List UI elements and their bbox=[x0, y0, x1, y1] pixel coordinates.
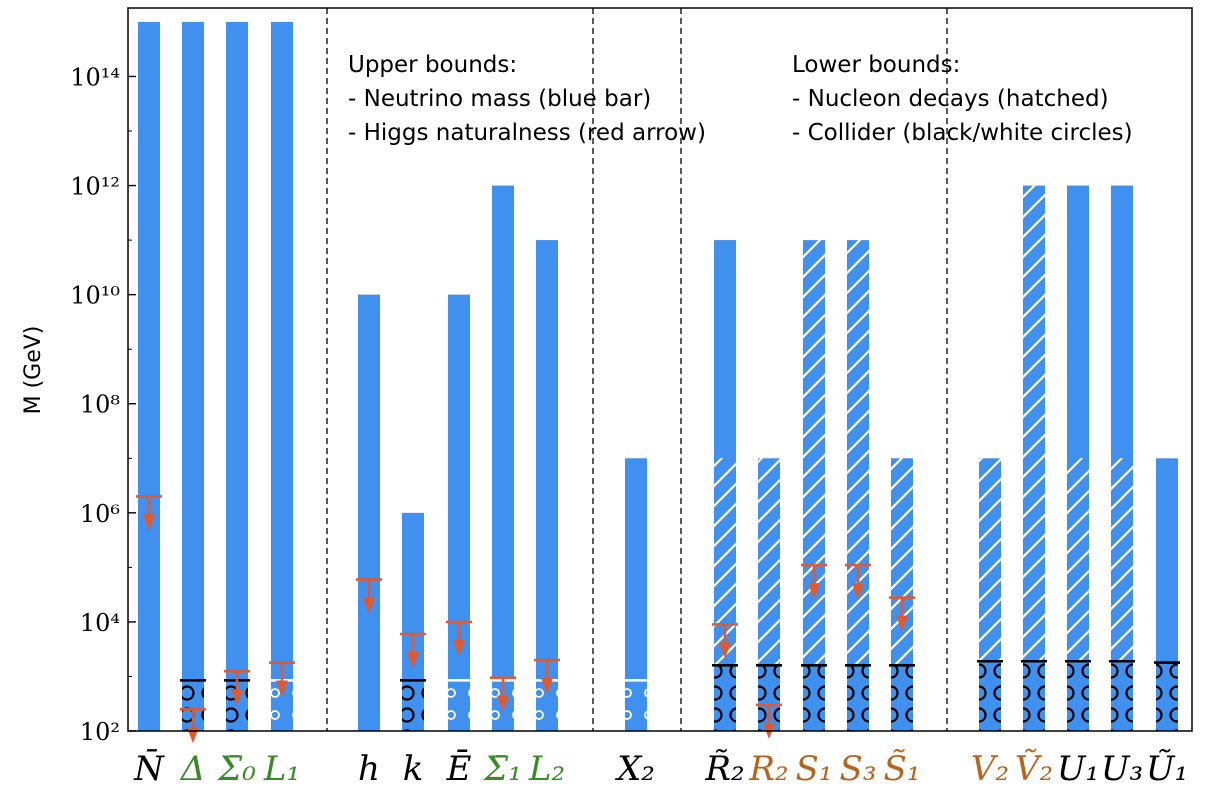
x-label-8: L₂ bbox=[528, 749, 565, 789]
y-tick-label-0: 10² bbox=[80, 718, 120, 746]
higgs-arrow-head-2 bbox=[231, 689, 243, 706]
bar-3 bbox=[271, 21, 293, 732]
bar-9 bbox=[625, 458, 647, 731]
bar-8 bbox=[536, 240, 558, 731]
x-label-2: Σ̄₀ bbox=[216, 749, 256, 789]
y-tick-label-1: 10⁴ bbox=[80, 609, 120, 637]
x-label-5: k bbox=[403, 749, 424, 789]
x-label-17: U₁ bbox=[1057, 749, 1099, 789]
hatch-13 bbox=[847, 240, 869, 731]
x-label-11: R₂ bbox=[748, 749, 788, 789]
higgs-arrow-head-10 bbox=[719, 642, 731, 659]
bar-0 bbox=[138, 21, 160, 732]
x-label-16: Ṽ₂ bbox=[1015, 749, 1053, 789]
x-label-14: S̃₁ bbox=[884, 749, 921, 789]
collider-circles-17 bbox=[1067, 661, 1089, 731]
collider-circles-3 bbox=[271, 680, 293, 731]
higgs-arrow-head-5 bbox=[407, 652, 419, 669]
higgs-arrow-head-14 bbox=[896, 615, 908, 632]
annotation-title-1: Lower bounds: bbox=[792, 52, 960, 78]
hatch-16 bbox=[1023, 185, 1045, 732]
bar-2 bbox=[226, 21, 248, 732]
collider-circles-10 bbox=[714, 665, 736, 731]
x-tick-labels: N̄ Δ Σ̄₀ L₁ h k Ē Σ̄₁ L₂ X₂ R̃₂ R₂ S₁ S₃ S̃₁ V₂ Ṽ₂ U₁ U₃ Ũ₁ bbox=[133, 748, 1188, 789]
annotation-line-1-0: - Nucleon decays (hatched) bbox=[792, 86, 1109, 112]
x-label-15: V₂ bbox=[971, 749, 1009, 789]
higgs-arrow-head-7 bbox=[497, 695, 509, 712]
higgs-arrows-layer bbox=[136, 495, 915, 744]
hatch-11 bbox=[758, 458, 780, 731]
bar-5 bbox=[402, 512, 424, 731]
x-label-0: N̄ bbox=[133, 748, 165, 789]
bars-layer bbox=[138, 21, 1180, 732]
hatch-12 bbox=[803, 240, 825, 731]
y-axis-label: M (GeV) bbox=[21, 326, 46, 415]
x-label-10: R̃₂ bbox=[704, 749, 744, 789]
collider-circles-18 bbox=[1111, 661, 1133, 731]
collider-circles-8 bbox=[536, 680, 558, 731]
higgs-arrow-head-8 bbox=[541, 678, 553, 695]
collider-circles-13 bbox=[847, 665, 869, 731]
bar-7 bbox=[492, 185, 514, 732]
higgs-arrow-head-6 bbox=[453, 639, 465, 656]
x-label-4: h bbox=[358, 749, 380, 789]
bar-6 bbox=[448, 294, 470, 731]
annotation-title-0: Upper bounds: bbox=[348, 52, 517, 78]
collider-circles-16 bbox=[1023, 661, 1045, 731]
higgs-arrow-head-12 bbox=[808, 583, 820, 600]
higgs-arrow-head-0 bbox=[143, 514, 155, 531]
x-label-19: Ũ₁ bbox=[1146, 748, 1188, 789]
plot-frame bbox=[127, 7, 1193, 732]
collider-circles-14 bbox=[891, 665, 913, 731]
y-tick-label-3: 10⁸ bbox=[80, 391, 120, 419]
x-label-6: Ē bbox=[446, 749, 472, 789]
collider-circles-9 bbox=[625, 680, 647, 731]
group-separators bbox=[326, 8, 948, 731]
y-tick-label-2: 10⁶ bbox=[80, 500, 120, 528]
collider-circles-5 bbox=[402, 680, 424, 731]
x-label-13: S₃ bbox=[840, 749, 877, 789]
hatch-14 bbox=[891, 458, 913, 731]
collider-circles-2 bbox=[226, 680, 248, 731]
bar-4 bbox=[358, 294, 380, 731]
higgs-arrow-head-13 bbox=[852, 583, 864, 600]
annotation-line-0-1: - Higgs naturalness (red arrow) bbox=[348, 120, 706, 146]
collider-circles-19 bbox=[1156, 662, 1178, 731]
annotation-line-0-0: - Neutrino mass (blue bar) bbox=[348, 86, 651, 112]
y-tick-label-5: 10¹² bbox=[70, 173, 120, 201]
collider-circles-11 bbox=[758, 665, 780, 731]
collider-circles-15 bbox=[979, 661, 1001, 731]
higgs-arrow-head-4 bbox=[363, 597, 375, 614]
x-label-7: Σ̄₁ bbox=[482, 749, 522, 789]
y-tick-label-6: 10¹⁴ bbox=[70, 63, 120, 91]
bar-1 bbox=[182, 21, 204, 732]
annotations-layer: Upper bounds: - Neutrino mass (blue bar) -… bbox=[348, 52, 1133, 146]
x-label-1: Δ bbox=[179, 749, 206, 789]
higgs-arrow-head-1 bbox=[187, 727, 199, 744]
x-label-18: U₃ bbox=[1101, 749, 1143, 789]
x-label-12: S₁ bbox=[796, 749, 833, 789]
axes-layer: 10² 10⁴ 10⁶ 10⁸ 10¹⁰ 10¹² 10¹⁴ M (GeV) bbox=[21, 7, 1193, 746]
x-label-9: X₂ bbox=[614, 749, 655, 789]
y-tick-label-4: 10¹⁰ bbox=[70, 282, 120, 310]
annotation-line-1-1: - Collider (black/white circles) bbox=[792, 120, 1133, 146]
collider-circles-12 bbox=[803, 665, 825, 731]
higgs-arrow-head-3 bbox=[276, 680, 288, 697]
x-label-3: L₁ bbox=[263, 749, 300, 789]
collider-circles-6 bbox=[448, 680, 470, 731]
collider-circles-1 bbox=[182, 680, 204, 731]
hatch-10 bbox=[714, 458, 736, 731]
